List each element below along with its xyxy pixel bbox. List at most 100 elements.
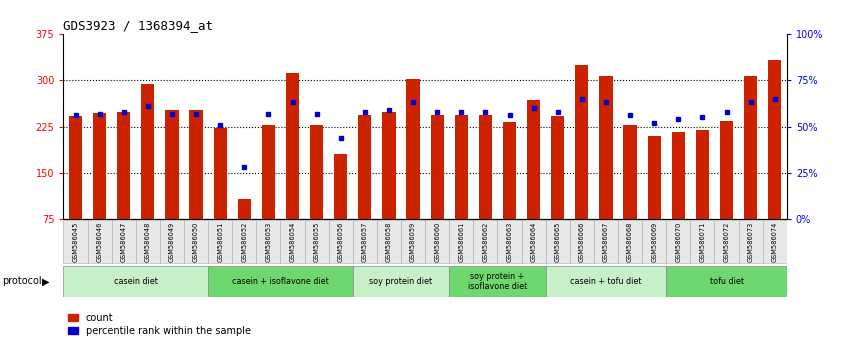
FancyBboxPatch shape bbox=[521, 220, 546, 263]
Bar bbox=[358, 115, 371, 219]
Text: GSM586048: GSM586048 bbox=[145, 221, 151, 262]
FancyBboxPatch shape bbox=[353, 266, 449, 297]
Bar bbox=[744, 76, 757, 219]
Bar bbox=[575, 65, 589, 219]
Text: GSM586058: GSM586058 bbox=[386, 221, 392, 262]
Text: GSM586070: GSM586070 bbox=[675, 221, 681, 262]
Text: GSM586047: GSM586047 bbox=[121, 221, 127, 262]
Text: GSM586068: GSM586068 bbox=[627, 221, 633, 262]
Bar bbox=[720, 121, 733, 219]
FancyBboxPatch shape bbox=[63, 220, 87, 263]
Text: tofu diet: tofu diet bbox=[710, 277, 744, 286]
Bar bbox=[69, 116, 82, 219]
Bar bbox=[165, 110, 179, 219]
Text: GDS3923 / 1368394_at: GDS3923 / 1368394_at bbox=[63, 19, 213, 33]
FancyBboxPatch shape bbox=[328, 220, 353, 263]
Bar bbox=[93, 113, 107, 219]
FancyBboxPatch shape bbox=[570, 220, 594, 263]
FancyBboxPatch shape bbox=[739, 220, 762, 263]
FancyBboxPatch shape bbox=[666, 266, 787, 297]
Text: GSM586064: GSM586064 bbox=[530, 221, 536, 262]
FancyBboxPatch shape bbox=[305, 220, 328, 263]
Bar bbox=[261, 125, 275, 219]
Text: GSM586073: GSM586073 bbox=[748, 222, 754, 262]
Legend: count, percentile rank within the sample: count, percentile rank within the sample bbox=[69, 313, 250, 336]
Text: GSM586062: GSM586062 bbox=[482, 221, 488, 262]
FancyBboxPatch shape bbox=[353, 220, 376, 263]
FancyBboxPatch shape bbox=[184, 220, 208, 263]
Text: GSM586071: GSM586071 bbox=[700, 222, 706, 262]
Bar bbox=[503, 122, 516, 219]
Bar bbox=[310, 125, 323, 219]
FancyBboxPatch shape bbox=[112, 220, 135, 263]
Text: GSM586072: GSM586072 bbox=[723, 221, 729, 262]
FancyBboxPatch shape bbox=[666, 220, 690, 263]
Bar bbox=[624, 125, 637, 219]
FancyBboxPatch shape bbox=[762, 220, 787, 263]
FancyBboxPatch shape bbox=[618, 220, 642, 263]
Bar bbox=[141, 84, 155, 219]
Text: GSM586060: GSM586060 bbox=[434, 221, 440, 262]
FancyBboxPatch shape bbox=[135, 220, 160, 263]
Text: GSM586059: GSM586059 bbox=[410, 222, 416, 262]
FancyBboxPatch shape bbox=[594, 220, 618, 263]
Text: casein + tofu diet: casein + tofu diet bbox=[570, 277, 642, 286]
Text: GSM586067: GSM586067 bbox=[603, 221, 609, 262]
Bar bbox=[382, 112, 396, 219]
Text: GSM586053: GSM586053 bbox=[266, 222, 272, 262]
Text: GSM586066: GSM586066 bbox=[579, 221, 585, 262]
FancyBboxPatch shape bbox=[280, 220, 305, 263]
Text: GSM586057: GSM586057 bbox=[362, 221, 368, 262]
FancyBboxPatch shape bbox=[449, 220, 473, 263]
Text: GSM586056: GSM586056 bbox=[338, 221, 343, 262]
Bar bbox=[431, 115, 444, 219]
FancyBboxPatch shape bbox=[546, 266, 666, 297]
FancyBboxPatch shape bbox=[63, 266, 208, 297]
Bar bbox=[551, 116, 564, 219]
Text: casein diet: casein diet bbox=[114, 277, 157, 286]
Text: GSM586046: GSM586046 bbox=[96, 221, 102, 262]
Text: GSM586069: GSM586069 bbox=[651, 222, 657, 262]
Text: GSM586063: GSM586063 bbox=[507, 222, 513, 262]
Text: GSM586049: GSM586049 bbox=[169, 222, 175, 262]
FancyBboxPatch shape bbox=[401, 220, 425, 263]
FancyBboxPatch shape bbox=[376, 220, 401, 263]
FancyBboxPatch shape bbox=[208, 266, 353, 297]
Bar bbox=[334, 154, 348, 219]
Text: ▶: ▶ bbox=[42, 276, 50, 286]
Bar bbox=[647, 136, 661, 219]
Text: GSM586050: GSM586050 bbox=[193, 221, 199, 262]
Text: GSM586074: GSM586074 bbox=[772, 221, 777, 262]
Bar bbox=[454, 115, 468, 219]
Bar bbox=[213, 129, 227, 219]
Bar bbox=[768, 59, 782, 219]
Text: soy protein diet: soy protein diet bbox=[370, 277, 432, 286]
Text: GSM586055: GSM586055 bbox=[314, 221, 320, 262]
Text: GSM586045: GSM586045 bbox=[73, 221, 79, 262]
Text: protocol: protocol bbox=[2, 276, 41, 286]
FancyBboxPatch shape bbox=[546, 220, 570, 263]
FancyBboxPatch shape bbox=[497, 220, 521, 263]
Bar bbox=[190, 110, 203, 219]
Bar bbox=[117, 112, 130, 219]
Text: casein + isoflavone diet: casein + isoflavone diet bbox=[232, 277, 329, 286]
Text: GSM586065: GSM586065 bbox=[555, 221, 561, 262]
Text: GSM586061: GSM586061 bbox=[459, 222, 464, 262]
FancyBboxPatch shape bbox=[449, 266, 546, 297]
Text: GSM586051: GSM586051 bbox=[217, 222, 223, 262]
FancyBboxPatch shape bbox=[690, 220, 714, 263]
Bar bbox=[527, 100, 541, 219]
FancyBboxPatch shape bbox=[642, 220, 666, 263]
FancyBboxPatch shape bbox=[232, 220, 256, 263]
FancyBboxPatch shape bbox=[87, 220, 112, 263]
FancyBboxPatch shape bbox=[473, 220, 497, 263]
Text: GSM586054: GSM586054 bbox=[289, 221, 295, 262]
Bar bbox=[479, 115, 492, 219]
FancyBboxPatch shape bbox=[160, 220, 184, 263]
Bar bbox=[695, 130, 709, 219]
Text: GSM586052: GSM586052 bbox=[241, 221, 247, 262]
Bar bbox=[672, 132, 685, 219]
Bar bbox=[599, 76, 613, 219]
Bar bbox=[286, 73, 299, 219]
FancyBboxPatch shape bbox=[714, 220, 739, 263]
